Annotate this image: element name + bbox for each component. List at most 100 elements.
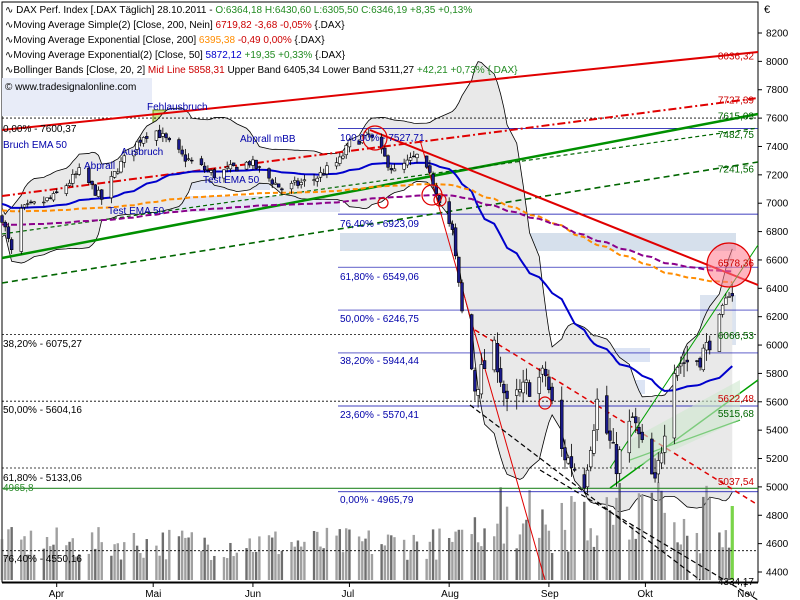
candle-body bbox=[704, 342, 709, 351]
volume-bar bbox=[49, 546, 52, 580]
volume-bar bbox=[367, 530, 370, 580]
volume-bar bbox=[660, 490, 663, 580]
candle-body bbox=[67, 182, 72, 186]
volume-bar bbox=[541, 509, 544, 580]
volume-bar bbox=[705, 485, 708, 580]
legend: ∿ DAX Perf. Index [.DAX Täglich] 28.10.2… bbox=[5, 5, 518, 93]
volume-bar bbox=[570, 496, 573, 580]
fib-label: 0,00% - 4965,79 bbox=[340, 495, 414, 506]
candle-body bbox=[231, 162, 236, 166]
candle-body bbox=[280, 188, 284, 191]
annotations: Fehlausbruch Ausbruch Abprall Abprall mB… bbox=[3, 102, 296, 217]
trendline-green-dashed bbox=[1, 161, 759, 284]
volume-bar bbox=[222, 557, 226, 580]
candle-body bbox=[338, 156, 342, 164]
candle-body bbox=[469, 314, 474, 370]
candle-body bbox=[502, 383, 506, 394]
volume-bar bbox=[592, 546, 596, 580]
fib-label: 76,40% - 4550,16 bbox=[3, 554, 82, 565]
candle-body bbox=[341, 155, 345, 159]
y-tick-label: 6800 bbox=[766, 227, 789, 238]
volume-bar bbox=[71, 538, 74, 580]
candle-body bbox=[64, 185, 69, 194]
trendline-red-upper bbox=[1, 51, 759, 131]
candle-body bbox=[592, 430, 596, 454]
candle-body bbox=[540, 367, 545, 375]
volume-bar bbox=[412, 534, 415, 580]
value-tag: 7482,75 bbox=[718, 130, 755, 141]
y-tick-label: 6400 bbox=[766, 284, 789, 295]
value-tag: 7615,03 bbox=[718, 111, 755, 122]
candle-body bbox=[415, 153, 419, 159]
volume-bar bbox=[225, 558, 229, 580]
y-tick-label: 5400 bbox=[766, 426, 789, 437]
candle-body bbox=[543, 368, 548, 377]
candle-body bbox=[312, 179, 316, 181]
volume-bar bbox=[248, 538, 251, 580]
volume-bar bbox=[110, 555, 113, 580]
source-credit: © www.tradesignalonline.com bbox=[5, 82, 136, 93]
candle-body bbox=[32, 201, 36, 204]
volume-bar bbox=[113, 544, 116, 580]
fib-label: 38,20% - 5944,44 bbox=[340, 356, 419, 367]
candle-body bbox=[495, 343, 500, 373]
candle-body bbox=[698, 357, 702, 368]
checkmark-icon: ∿ bbox=[5, 5, 16, 16]
candle-body bbox=[77, 167, 81, 175]
fib-label: 38,20% - 6075,27 bbox=[3, 339, 82, 350]
volume-bar bbox=[505, 506, 509, 580]
volume-bar bbox=[232, 556, 235, 580]
price-axis: 8200 8000 7800 7600 7400 7200 7000 6800 6600 6400… bbox=[758, 29, 789, 579]
candle-body bbox=[408, 157, 413, 161]
circle-marker bbox=[362, 125, 388, 151]
volume-bar bbox=[258, 536, 261, 580]
candle-body bbox=[524, 379, 529, 383]
candle-body bbox=[608, 430, 612, 441]
volume-bar bbox=[380, 544, 383, 580]
candle-body bbox=[289, 182, 294, 190]
volume-bar bbox=[139, 553, 142, 580]
volume-bar bbox=[496, 523, 499, 580]
trendline-red-dashed bbox=[474, 329, 759, 506]
candle-body bbox=[656, 460, 660, 475]
candle-body bbox=[386, 155, 390, 168]
y-tick-label: 8000 bbox=[766, 57, 789, 68]
candle-body bbox=[235, 166, 239, 172]
candle-body bbox=[653, 472, 657, 479]
candle-body bbox=[315, 177, 319, 182]
volume-bars bbox=[0, 482, 734, 580]
volume-bar bbox=[676, 542, 679, 580]
volume-bar bbox=[206, 544, 210, 580]
candle-body bbox=[675, 366, 680, 376]
annotation-abprall-mbb: Abprall mBB bbox=[240, 134, 296, 145]
candle-body bbox=[498, 368, 503, 383]
trendline-red-dashdot bbox=[1, 97, 759, 197]
volume-bar bbox=[341, 552, 345, 580]
volume-bar bbox=[164, 559, 168, 580]
candle-body bbox=[322, 173, 326, 176]
volume-bar bbox=[7, 529, 10, 580]
volume-bar bbox=[480, 546, 483, 580]
candle-body bbox=[370, 135, 374, 138]
candle-body bbox=[132, 150, 136, 157]
candle-body bbox=[640, 431, 644, 440]
candle-body bbox=[724, 297, 728, 305]
volume-bar bbox=[361, 541, 364, 580]
candle-body bbox=[627, 420, 632, 454]
candle-body bbox=[267, 168, 271, 179]
candle-body bbox=[611, 442, 615, 444]
candle-body bbox=[51, 193, 56, 201]
candle-body bbox=[630, 416, 635, 418]
candle-body bbox=[412, 155, 416, 158]
circle-marker bbox=[706, 242, 752, 288]
candle-body bbox=[254, 159, 258, 169]
candle-body bbox=[450, 223, 455, 230]
volume-bar bbox=[435, 559, 438, 580]
volume-bar bbox=[87, 553, 91, 580]
volume-bar bbox=[119, 559, 123, 580]
candle-body bbox=[383, 147, 387, 157]
candle-body bbox=[9, 239, 14, 251]
y-tick-label: 7800 bbox=[766, 85, 789, 96]
volume-bar bbox=[431, 529, 435, 580]
volume-bar bbox=[550, 552, 554, 580]
